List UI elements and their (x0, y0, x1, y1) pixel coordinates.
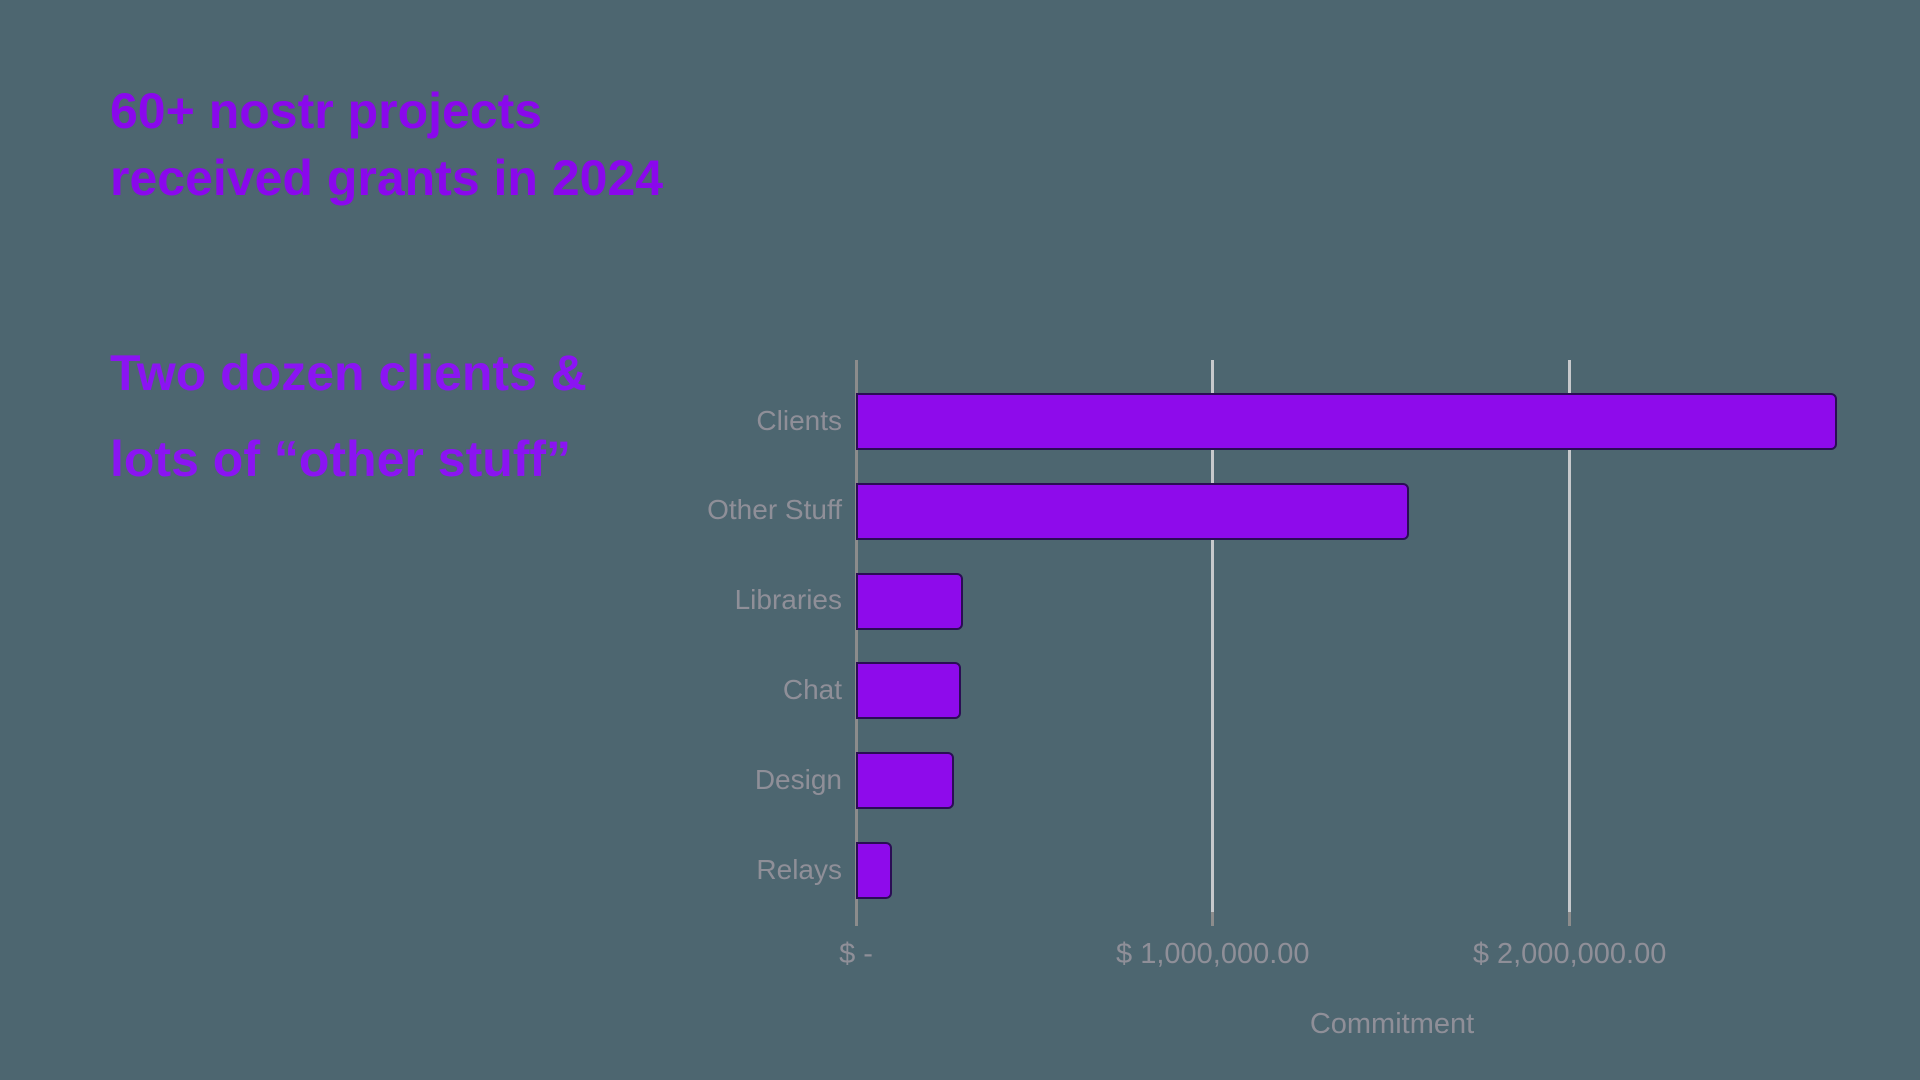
bar-other-stuff (856, 482, 1409, 540)
gridline (1568, 360, 1572, 912)
bar-chat (856, 662, 961, 720)
x-axis-tick (1568, 912, 1572, 926)
category-label: Relays (756, 853, 842, 885)
x-axis-title: Commitment (1309, 1008, 1475, 1040)
category-label: Libraries (734, 584, 842, 616)
bar-relays (856, 842, 892, 899)
bar-libraries (856, 572, 963, 630)
title-line-2: received grants in 2024 (110, 150, 664, 206)
x-tick-label: $ 2,000,000.00 (1472, 938, 1667, 970)
subtitle-line-1: Two dozen clients & (110, 345, 587, 401)
category-label: Clients (756, 404, 842, 436)
gridline (1211, 360, 1215, 912)
y-axis-line (854, 360, 858, 926)
category-label: Other Stuff (707, 494, 842, 526)
x-tick-label: $ 1,000,000.00 (1116, 938, 1310, 970)
slide-subtitle: Two dozen clients & lots of “other stuff… (110, 330, 587, 502)
x-tick-label: $ - (839, 938, 873, 970)
slide-title: 60+ nostr projects received grants in 20… (110, 78, 663, 212)
category-label: Chat (782, 673, 842, 705)
bar-design (856, 752, 954, 810)
title-line-1: 60+ nostr projects (110, 83, 543, 139)
category-label: Design (754, 763, 842, 795)
subtitle-line-2: lots of “other stuff” (110, 431, 572, 487)
bar-clients (856, 393, 1837, 450)
x-axis-tick (1211, 912, 1215, 926)
